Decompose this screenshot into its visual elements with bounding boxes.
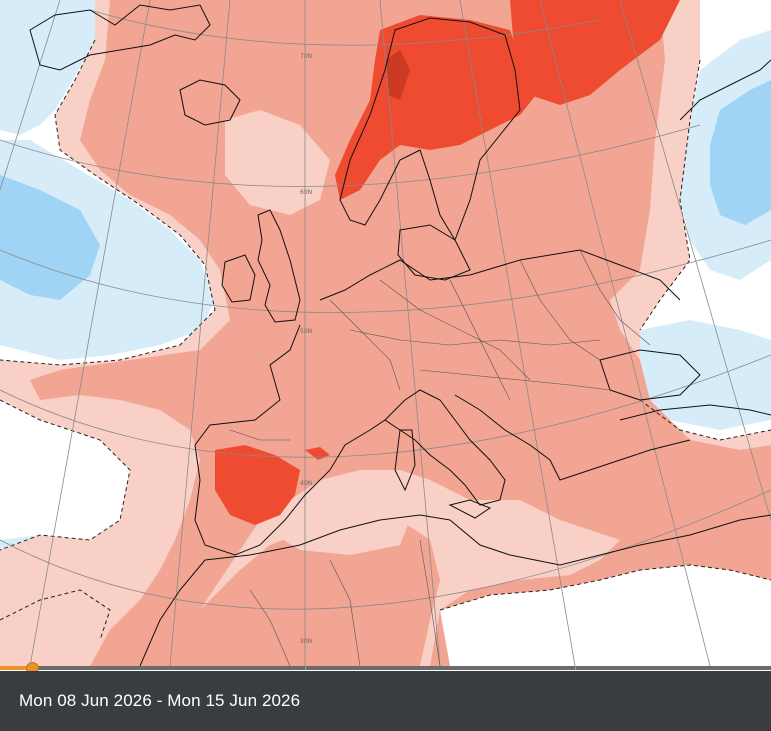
north-atlantic-cold-area <box>0 140 215 360</box>
lat-label-40n: 40N <box>300 480 312 487</box>
parallel-30n <box>0 489 771 610</box>
coastlines <box>29 4 771 666</box>
timeline-slider[interactable] <box>0 662 771 675</box>
subtropical-contour <box>0 589 111 641</box>
border-7 <box>419 369 611 391</box>
border-10 <box>329 559 361 666</box>
strong-positive-areas <box>215 0 680 525</box>
border-1 <box>329 299 401 391</box>
border-8 <box>229 429 290 441</box>
country-borders <box>229 249 651 666</box>
parallel-40n <box>0 354 771 458</box>
latitude-labels: 70N 60N 50N 40N 30N <box>300 53 312 645</box>
italy-coast <box>384 389 506 506</box>
meridian-30w <box>0 0 61 191</box>
balkans-coast <box>454 394 691 481</box>
graticule <box>0 0 771 666</box>
border-6 <box>349 329 601 346</box>
russia-coast <box>679 59 771 121</box>
lat-label-50n: 50N <box>300 328 312 335</box>
greenland-coast <box>29 4 211 71</box>
meridian-20e <box>459 0 576 666</box>
east-cold-area <box>640 320 771 430</box>
ireland-coast <box>221 254 256 303</box>
border-2 <box>379 279 531 381</box>
border-5 <box>579 249 651 346</box>
baltic-coast <box>397 224 471 281</box>
north-africa-positive <box>160 520 440 666</box>
europe-north-coast <box>319 249 681 301</box>
sahara-contour <box>439 564 771 611</box>
atlantic-contour <box>0 39 216 366</box>
lat-label-70n: 70N <box>300 53 312 60</box>
lat-label-30n: 30N <box>300 638 312 645</box>
meridian-30e <box>539 0 711 666</box>
date-range-label: Mon 08 Jun 2026 - Mon 15 Jun 2026 <box>19 691 301 710</box>
sahara-neutral-hole <box>440 565 771 666</box>
timeline-track[interactable] <box>0 666 771 670</box>
black-sea-coast <box>599 349 701 401</box>
sicily-coast <box>448 499 492 519</box>
iceland-coast <box>179 79 241 126</box>
border-11 <box>419 539 441 666</box>
border-4 <box>519 259 601 361</box>
france-iberia-coast <box>194 324 386 556</box>
sardinia-corsica-coast <box>394 429 416 492</box>
parallel-50n <box>0 239 771 313</box>
atlantic-cold-core <box>0 175 100 300</box>
zero-anomaly-contours <box>0 39 771 641</box>
norway-hot-spot <box>385 50 410 100</box>
timeline-tick <box>575 666 576 670</box>
mid-atlantic-contour <box>0 399 131 551</box>
iberia-hot-core <box>215 445 300 525</box>
anomaly-map: 70N 60N 50N 40N 30N <box>0 0 771 666</box>
north-africa-coast <box>204 514 771 566</box>
map-canvas: 70N 60N 50N 40N 30N <box>0 0 771 666</box>
atlantic-cold-area <box>0 0 95 135</box>
west-africa-coast <box>139 559 206 666</box>
barents-hot-core <box>510 0 680 105</box>
caption-bar: Mon 08 Jun 2026 - Mon 15 Jun 2026 <box>0 671 771 731</box>
border-9 <box>249 589 291 666</box>
timeline-progress <box>0 666 32 670</box>
scandinavia-coast <box>339 17 521 242</box>
meridian-20w <box>29 0 151 666</box>
meridian-10e <box>379 0 441 666</box>
timeline-tick <box>305 666 306 670</box>
lat-label-60n: 60N <box>300 189 312 196</box>
meridian-10w <box>169 0 231 666</box>
parallel-70n <box>89 9 601 46</box>
russia-contour <box>639 59 701 331</box>
border-3 <box>449 279 511 401</box>
meridian-40e <box>619 0 771 521</box>
western-europe-weak-patch <box>225 110 330 215</box>
turkey-coast <box>619 404 771 421</box>
great-britain-coast <box>257 209 301 323</box>
russia-cold-core <box>710 80 771 225</box>
eastern-med-positive <box>620 520 771 575</box>
east-contour <box>639 399 771 441</box>
parallel-60n <box>0 124 701 187</box>
